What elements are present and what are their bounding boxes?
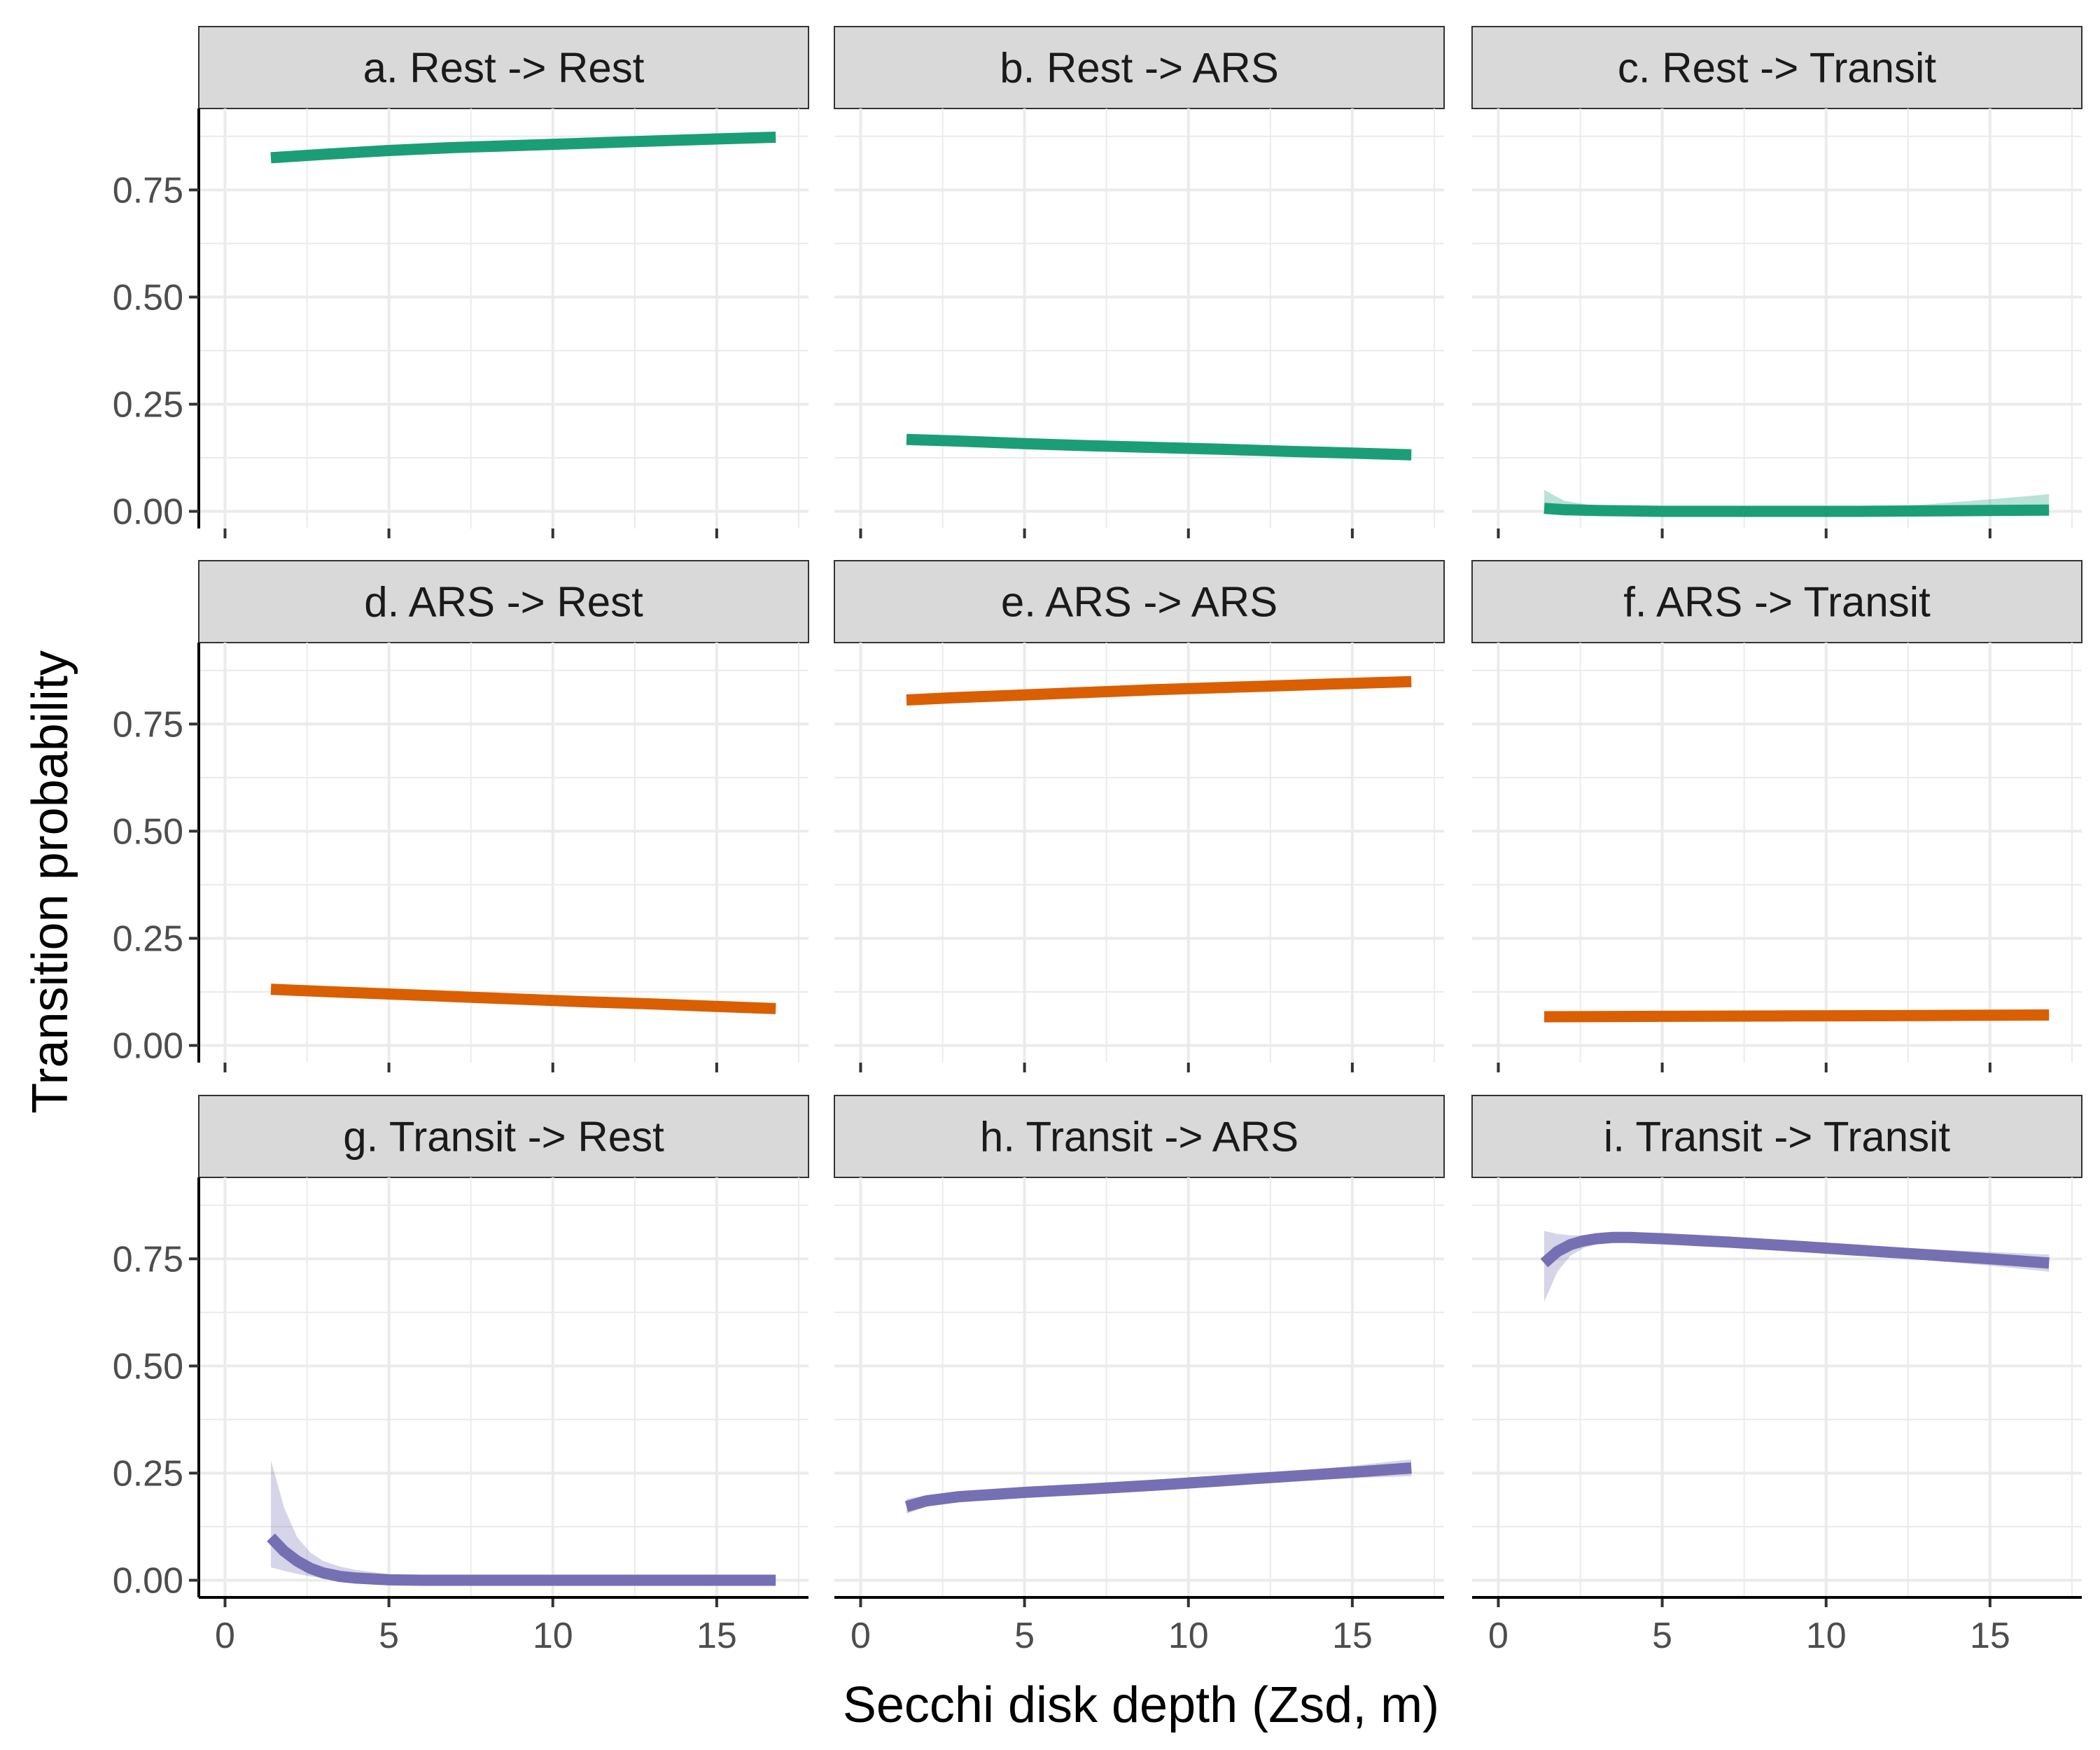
x-tick-label: 10 (1168, 1616, 1209, 1656)
x-tick-label: 15 (1970, 1616, 2010, 1656)
x-tick-label: 15 (1332, 1616, 1373, 1656)
panel-g: g. Transit -> Rest (198, 1095, 809, 1597)
series-line (906, 433, 1412, 461)
strip-label: d. ARS -> Rest (364, 579, 643, 626)
strip-label: a. Rest -> Rest (363, 45, 645, 92)
panel-b: b. Rest -> ARS (834, 26, 1445, 528)
x-tick-label: 5 (1014, 1616, 1035, 1656)
panel-e: e. ARS -> ARS (834, 560, 1445, 1063)
y-tick-label: 0.25 (113, 384, 183, 425)
y-tick-label: 0.00 (113, 1561, 183, 1602)
strip-label: h. Transit -> ARS (980, 1114, 1298, 1161)
series-line (904, 1462, 1412, 1512)
series-line (270, 983, 776, 1014)
panel-f: f. ARS -> Transit (1471, 560, 2082, 1063)
panel-a: a. Rest -> Rest (198, 26, 809, 528)
strip-background (198, 26, 809, 109)
strip-background (834, 1095, 1445, 1178)
strip-label: i. Transit -> Transit (1604, 1114, 1950, 1161)
panel-c: c. Rest -> Transit (1471, 26, 2082, 528)
strip-background (1471, 26, 2082, 109)
panel-i: i. Transit -> Transit (1471, 1095, 2082, 1597)
y-tick-label: 0.75 (113, 170, 183, 211)
strip-label: b. Rest -> ARS (1000, 45, 1279, 92)
panels-layer: a. Rest -> Rest b. Rest -> ARS c. Rest -> … (198, 26, 2082, 1597)
y-tick-label: 0.25 (113, 918, 183, 959)
y-tick-label: 0.50 (113, 811, 183, 852)
x-tick-label: 10 (533, 1616, 573, 1656)
strip-background (834, 560, 1445, 643)
series-line (270, 132, 776, 164)
x-tick-label: 5 (1652, 1616, 1672, 1656)
confidence-ribbon (271, 1460, 776, 1581)
y-tick-label: 0.50 (113, 1346, 183, 1387)
y-tick-label: 0.75 (113, 1239, 183, 1280)
axes-layer: 0.00 0.25 0.50 0.75 0.00 0.25 0.50 0.75 0.00 0.25… (113, 108, 2082, 1656)
series-line (1540, 1231, 2050, 1269)
series-line (906, 676, 1412, 706)
y-tick-label: 0.00 (113, 492, 183, 533)
x-tick-label: 0 (1488, 1616, 1508, 1656)
y-tick-label: 0.25 (113, 1453, 183, 1494)
x-tick-label: 10 (1806, 1616, 1847, 1656)
y-axis-title: Transition probability (22, 650, 78, 1114)
x-tick-label: 15 (696, 1616, 737, 1656)
panel-d: d. ARS -> Rest (198, 560, 809, 1063)
x-axis-title: Secchi disk depth (Zsd, m) (843, 1677, 1439, 1733)
series-line (1544, 1009, 2050, 1023)
strip-label: e. ARS -> ARS (1001, 579, 1278, 626)
strip-label: f. ARS -> Transit (1623, 579, 1931, 626)
series-line (267, 1533, 776, 1586)
strip-label: g. Transit -> Rest (343, 1114, 664, 1161)
y-tick-label: 0.50 (113, 277, 183, 318)
strip-background (1471, 560, 2082, 643)
x-tick-label: 5 (379, 1616, 399, 1656)
strip-background (834, 26, 1445, 109)
series-line (1544, 503, 2050, 517)
panel-h: h. Transit -> ARS (834, 1095, 1445, 1597)
strip-background (198, 560, 809, 643)
x-tick-label: 0 (850, 1616, 871, 1656)
y-tick-label: 0.00 (113, 1026, 183, 1067)
y-tick-label: 0.75 (113, 704, 183, 745)
x-tick-label: 0 (215, 1616, 235, 1656)
strip-background (198, 1095, 809, 1178)
strip-background (1471, 1095, 2082, 1178)
strip-label: c. Rest -> Transit (1618, 45, 1936, 92)
